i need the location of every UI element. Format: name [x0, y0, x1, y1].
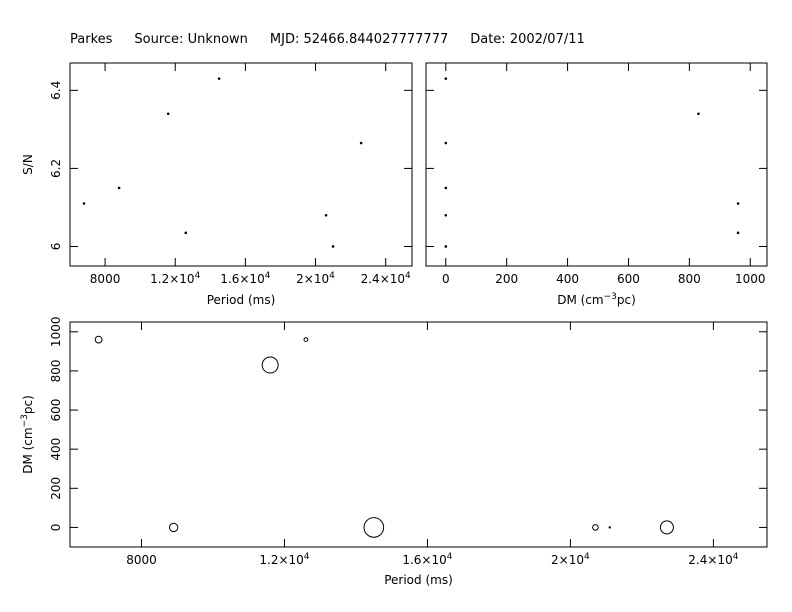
- plot-frame: [69, 321, 768, 548]
- data-point: [82, 202, 86, 205]
- data-point: [697, 112, 700, 116]
- data-point: [659, 520, 674, 535]
- data-point: [444, 186, 448, 190]
- data-point: [592, 524, 599, 531]
- data-point: [324, 213, 328, 217]
- y-tick-label: 6.2: [49, 159, 63, 178]
- x-tick-label: 2.4×104: [361, 271, 411, 286]
- x-tick-label: 400: [556, 272, 579, 286]
- x-tick-label: 2×104: [551, 552, 590, 567]
- x-tick-label: 800: [678, 272, 701, 286]
- x-tick-label: 0: [442, 272, 450, 286]
- observatory-label: Parkes: [70, 32, 113, 47]
- y-tick-label: 400: [49, 438, 63, 461]
- y-tick-label: 800: [49, 359, 63, 382]
- x-tick-label: 1.2×104: [259, 552, 309, 567]
- y-tick-label: 200: [49, 477, 63, 500]
- data-point: [363, 517, 385, 538]
- dm-period-panel: 8000 1.2×104 1.6×104 2×104 2.4×104 0 200 400 600…: [20, 317, 768, 587]
- y-tick-label: 6.4: [49, 81, 63, 100]
- snr-period-panel: 8000 1.2×104 1.6×104 2×104 2.4×104 6 6.2 6.4 Per…: [21, 62, 413, 307]
- y-tick-label: 6: [49, 243, 63, 251]
- x-tick-label: 8000: [90, 272, 121, 286]
- data-point: [736, 231, 740, 235]
- y-axis-label: S/N: [21, 154, 35, 175]
- x-axis-label: DM (cm−3pc): [557, 292, 636, 307]
- x-tick-label: 200: [495, 272, 518, 286]
- y-tick-label: 600: [49, 399, 63, 422]
- data-point: [166, 112, 170, 116]
- x-axis-label: Period (ms): [384, 573, 453, 587]
- y-tick-label: 0: [49, 524, 63, 532]
- x-tick-label: 8000: [126, 553, 157, 567]
- mjd-label: MJD: 52466.844027777777: [269, 32, 449, 47]
- data-point: [736, 202, 740, 205]
- y-tick-label: 1000: [49, 317, 63, 348]
- snr-dm-panel: 0 200 400 600 800 1000 DM (cm−3pc): [425, 62, 768, 307]
- x-tick-label: 600: [617, 272, 640, 286]
- data-point: [168, 522, 179, 533]
- data-point: [117, 186, 121, 190]
- x-tick-label: 2.4×104: [688, 552, 738, 567]
- data-point: [94, 335, 103, 344]
- data-point: [217, 77, 221, 80]
- data-point: [444, 77, 448, 80]
- data-point: [608, 526, 611, 529]
- data-point: [359, 141, 363, 145]
- x-tick-label: 1.2×104: [150, 271, 200, 286]
- date-label: Date: 2002/07/11: [470, 32, 585, 47]
- x-tick-label: 1.6×104: [402, 552, 452, 567]
- source-label: Source: Unknown: [134, 32, 248, 47]
- data-point: [184, 231, 188, 235]
- data-point: [444, 213, 448, 217]
- data-point: [303, 337, 309, 343]
- data-point: [331, 245, 335, 248]
- x-axis-label: Period (ms): [207, 293, 276, 307]
- data-point: [444, 245, 448, 248]
- data-point: [444, 141, 448, 145]
- data-point: [261, 356, 279, 374]
- x-tick-label: 2×104: [296, 271, 335, 286]
- x-tick-label: 1.6×104: [220, 271, 270, 286]
- x-tick-label: 1000: [735, 272, 766, 286]
- plot-header: Parkes Source: Unknown MJD: 52466.84402777…: [70, 32, 607, 47]
- plot-frame: [69, 62, 413, 267]
- plot-frame: [425, 62, 768, 267]
- y-axis-label: DM (cm−3pc): [20, 395, 35, 474]
